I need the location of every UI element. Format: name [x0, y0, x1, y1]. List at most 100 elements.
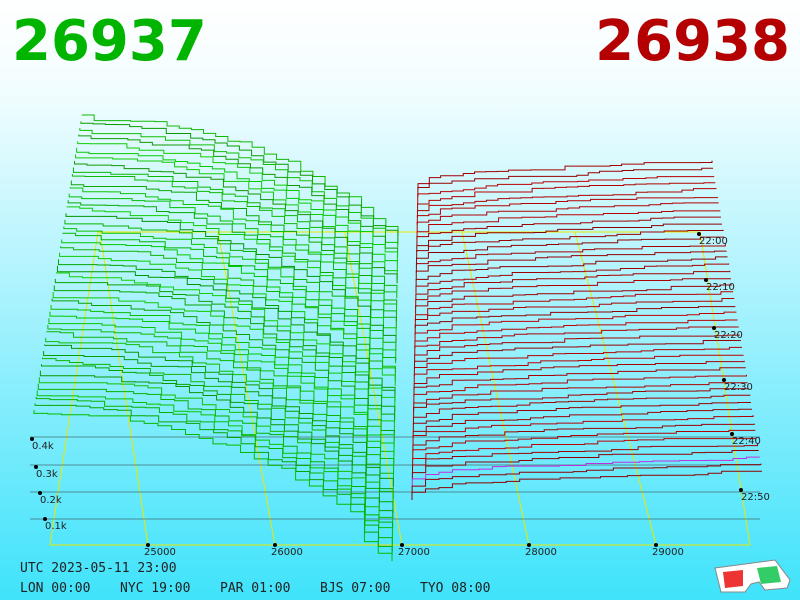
bid-curve	[80, 121, 399, 245]
bid-curve	[79, 128, 399, 248]
price-label: 26000	[271, 547, 303, 558]
ask-curve	[413, 367, 746, 397]
bid-curve	[64, 219, 397, 351]
ask-curve	[416, 197, 719, 225]
ask-curve	[414, 326, 739, 356]
bid-curve	[52, 292, 395, 434]
ask-curve	[411, 449, 759, 480]
ask-curve	[411, 463, 762, 494]
floor-outline	[49, 231, 751, 546]
bid-price: 26937	[12, 9, 207, 74]
bid-curve	[50, 305, 395, 448]
time-label: 22:00	[699, 236, 728, 247]
tick-dot	[38, 491, 42, 495]
bid-curve	[47, 324, 395, 466]
price-label: 25000	[144, 547, 176, 558]
clock: LON 00:00	[20, 581, 90, 596]
ask-curve	[415, 284, 732, 314]
clocks: LON 00:00 NYC 19:00 PAR 01:00 BJS 07:00 TYO …	[20, 581, 490, 596]
tick-dot	[43, 517, 47, 521]
ask-curve	[416, 210, 721, 239]
ask-curve	[416, 236, 725, 266]
ask-price: 26938	[595, 9, 790, 74]
ask-curve	[414, 306, 736, 335]
ask-curve	[417, 167, 714, 197]
ask-curve	[412, 401, 751, 432]
tick-dot	[527, 543, 531, 547]
price-label: 29000	[652, 547, 684, 558]
ask-curve	[417, 182, 716, 211]
ask-curve	[413, 388, 750, 418]
tick-dot	[400, 543, 404, 547]
bid-curve	[72, 167, 398, 292]
ask-curve	[415, 250, 727, 280]
depth-label: 0.4k	[32, 441, 54, 452]
ask-curve	[413, 360, 745, 390]
bid-curve	[45, 337, 394, 486]
bid-curve	[44, 344, 394, 488]
3d-glasses-icon[interactable]	[714, 559, 791, 593]
price-label: 28000	[525, 547, 557, 558]
bid-curve	[35, 396, 393, 551]
tick-dot	[30, 437, 34, 441]
tick-dot	[730, 432, 734, 436]
bid-curve	[77, 141, 398, 263]
ask-curve	[412, 443, 759, 473]
ask-curve	[417, 160, 713, 190]
axis-labels: 25000 26000 27000 28000 29000 0.1k 0.2k 0.3k 0.4…	[30, 232, 770, 558]
ask-curve	[412, 423, 755, 452]
bid-curve	[34, 403, 393, 555]
utc-time: UTC 2023-05-11 23:00	[20, 561, 177, 576]
clock: PAR 01:00	[220, 581, 290, 596]
ask-curve	[414, 334, 740, 363]
time-label: 22:50	[741, 492, 770, 503]
tick-dot	[34, 465, 38, 469]
bid-curve	[81, 114, 399, 236]
ask-curve	[415, 243, 726, 273]
ask-curve	[415, 256, 728, 287]
ask-curve	[413, 374, 747, 404]
time-label: 22:40	[732, 436, 761, 447]
tick-dot	[722, 378, 726, 382]
tick-dot	[697, 232, 701, 236]
tick-dot	[712, 326, 716, 330]
clock: TYO 08:00	[420, 581, 490, 596]
bid-curve	[51, 298, 395, 441]
ask-curve	[412, 408, 752, 438]
clock: BJS 07:00	[320, 581, 390, 596]
bid-curve	[59, 252, 396, 386]
ask-curve	[411, 470, 762, 500]
depth-label: 0.2k	[40, 495, 62, 506]
bid-curve	[61, 239, 396, 372]
ask-curve	[417, 176, 715, 204]
bid-curve	[76, 147, 398, 273]
bid-curve	[49, 311, 395, 457]
ask-curve	[416, 188, 717, 218]
clock: NYC 19:00	[120, 581, 190, 596]
floor-line	[574, 231, 657, 546]
ask-curve	[414, 291, 734, 321]
depth-label: 0.1k	[45, 521, 67, 532]
price-label: 27000	[398, 547, 430, 558]
bid-curve	[33, 410, 393, 562]
bid-curve	[74, 160, 398, 284]
time-label: 22:10	[706, 282, 735, 293]
bid-curve	[67, 200, 397, 329]
ask-curve	[416, 202, 719, 232]
ask-curve	[413, 354, 744, 383]
ask-curve	[416, 229, 724, 259]
time-label: 22:30	[724, 382, 753, 393]
ask-curve	[411, 456, 760, 487]
ask-curve	[416, 216, 721, 246]
time-label: 22:20	[714, 330, 743, 341]
depth-curves	[33, 114, 762, 562]
ask-curve	[413, 382, 748, 411]
ask-curve	[415, 270, 731, 301]
tick-dot	[704, 278, 708, 282]
ask-curve	[414, 311, 737, 342]
bid-curve	[53, 285, 396, 423]
tick-dot	[654, 543, 658, 547]
